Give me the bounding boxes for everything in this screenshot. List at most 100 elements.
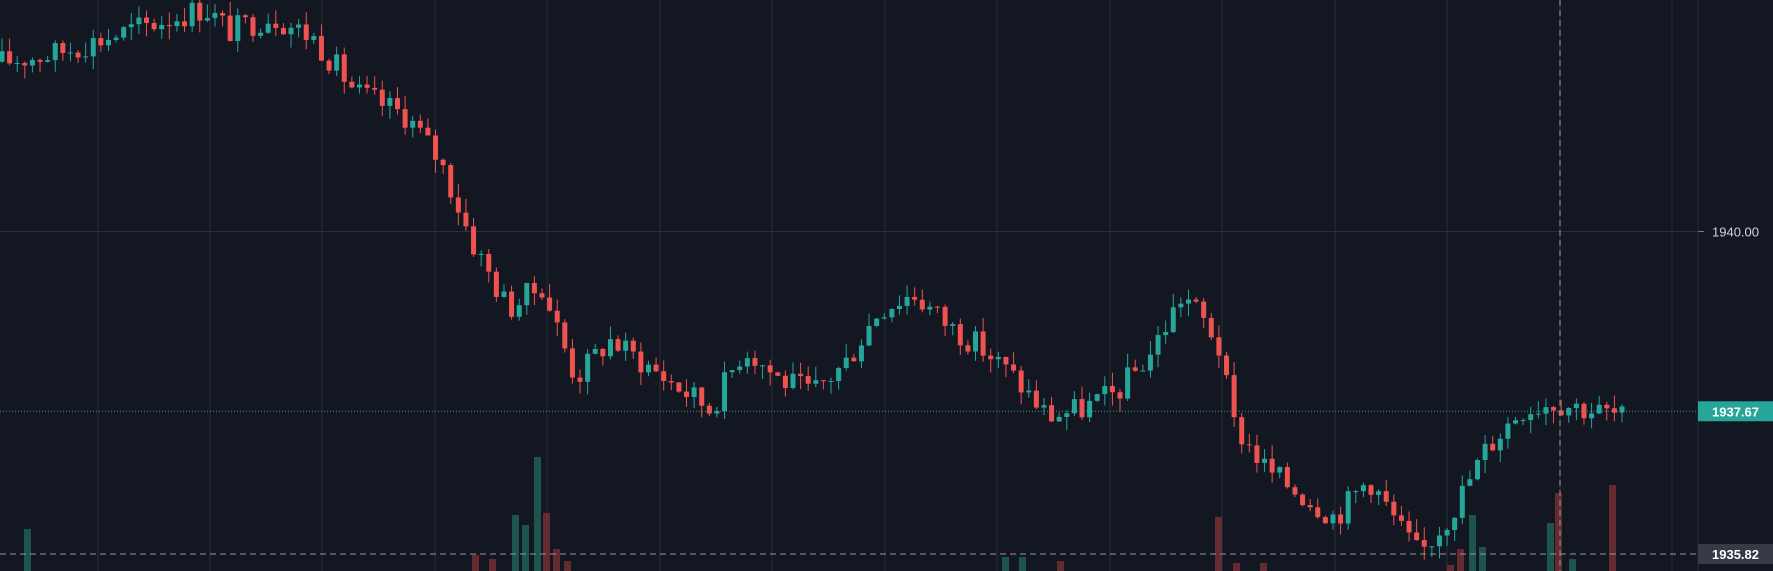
candle-body: [1193, 299, 1199, 302]
candle: [828, 377, 834, 394]
candle-body: [136, 17, 142, 25]
candle-body: [1018, 370, 1024, 393]
candle: [1147, 341, 1153, 378]
candle: [919, 289, 925, 313]
candle: [75, 50, 81, 64]
candle-body: [509, 291, 515, 317]
candle-body: [471, 226, 477, 255]
candle: [547, 283, 553, 312]
candle-body: [714, 411, 720, 414]
candle: [889, 308, 895, 323]
candle: [1535, 401, 1541, 419]
candle-body: [744, 358, 750, 367]
candle-body: [1041, 405, 1047, 408]
candle-body: [1436, 535, 1442, 547]
candle-body: [303, 24, 309, 40]
candle-body: [691, 387, 697, 397]
candle: [881, 313, 887, 320]
candle-body: [927, 306, 933, 310]
candle: [1201, 298, 1207, 329]
candle: [311, 32, 317, 45]
candle: [326, 58, 332, 75]
candle: [1109, 372, 1115, 406]
candle: [1452, 516, 1458, 542]
candle-body: [1011, 364, 1017, 371]
candle: [1604, 401, 1610, 421]
candle-body: [258, 32, 264, 36]
candle-body: [798, 373, 804, 377]
candle-body: [752, 358, 758, 366]
candle: [1064, 410, 1070, 431]
candle-body: [562, 322, 568, 349]
candle: [1300, 493, 1306, 507]
candle-body: [1049, 405, 1055, 422]
candle-body: [661, 371, 667, 381]
candle-body: [159, 24, 165, 30]
volume-bar: [1457, 549, 1464, 571]
candle-body: [676, 382, 682, 392]
candle: [1193, 297, 1199, 304]
candle: [927, 301, 933, 316]
candle: [912, 287, 918, 306]
candle-body: [1284, 467, 1290, 488]
price-axis[interactable]: 1940.00 1937.67 1935.82: [1697, 0, 1773, 571]
candle-body: [1140, 370, 1146, 372]
candle: [493, 267, 499, 303]
candle-body: [813, 380, 819, 384]
candle: [805, 366, 811, 391]
candle: [182, 8, 188, 32]
candle-body: [440, 159, 446, 166]
candle-body: [29, 59, 35, 66]
candle: [1581, 401, 1587, 425]
candle: [0, 38, 5, 63]
candle-body: [1474, 459, 1480, 480]
candle: [425, 118, 431, 136]
candle: [372, 76, 378, 95]
candle-body: [790, 373, 796, 388]
candle-body: [1224, 355, 1230, 376]
volume-bar: [1233, 563, 1240, 571]
candle-body: [957, 324, 963, 346]
candle: [22, 61, 28, 79]
candle: [1429, 546, 1435, 557]
candle: [607, 326, 613, 360]
candle: [630, 337, 636, 359]
candle: [645, 360, 651, 377]
candle: [144, 10, 150, 37]
candle: [1087, 392, 1093, 423]
candle-body: [174, 21, 180, 27]
candle: [1474, 458, 1480, 481]
candle-body: [1505, 423, 1511, 439]
volume-bar: [512, 515, 519, 571]
candle-body: [1520, 420, 1526, 422]
candle-body: [1513, 420, 1519, 424]
candle-body: [75, 52, 81, 58]
candle: [1277, 466, 1283, 479]
candle: [1558, 399, 1564, 416]
candle-body: [1292, 487, 1298, 495]
candle: [204, 4, 210, 23]
candle-body: [204, 18, 210, 21]
candle-body: [699, 387, 705, 406]
candle: [1041, 397, 1047, 416]
candle-body: [737, 366, 743, 371]
candle-body: [90, 38, 96, 57]
candle-body: [1330, 514, 1336, 524]
candle: [394, 87, 400, 115]
candle-body: [227, 15, 233, 42]
candle-body: [311, 35, 317, 40]
candle: [14, 55, 20, 73]
candle: [1398, 506, 1404, 526]
candle: [1315, 498, 1321, 519]
candle: [554, 299, 560, 337]
candle-body: [1300, 494, 1306, 506]
candle: [417, 114, 423, 134]
candle: [1505, 417, 1511, 449]
volume-bar: [489, 559, 496, 571]
candle-body: [1558, 410, 1564, 416]
candle-body: [1444, 529, 1450, 536]
candle-body: [52, 43, 58, 61]
volume-bar: [522, 525, 529, 571]
